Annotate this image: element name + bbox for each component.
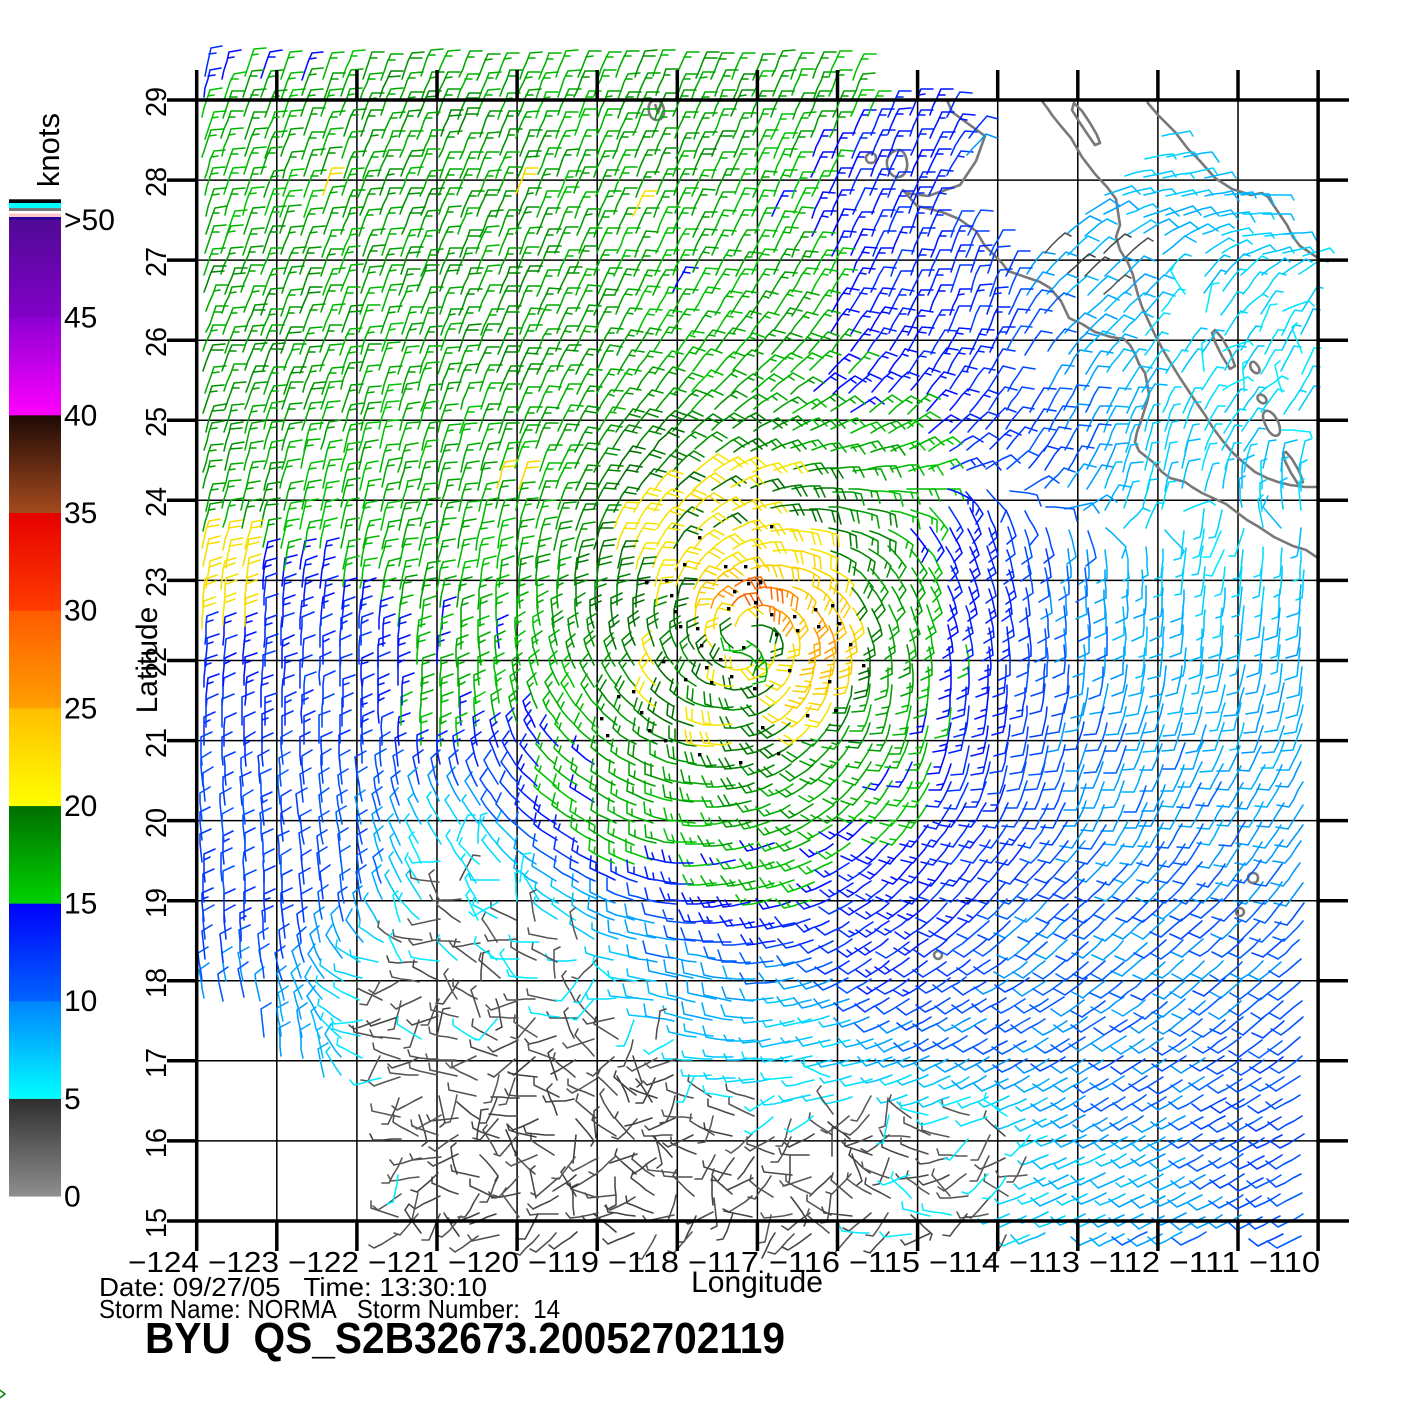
svg-text:Latitude: Latitude xyxy=(131,607,164,714)
svg-text:Storm Name: NORMA Storm Numb: Storm Name: NORMA Storm Number: 14 xyxy=(99,1294,560,1324)
svg-text:−115: −115 xyxy=(849,1247,920,1279)
svg-text:22: 22 xyxy=(141,647,173,677)
svg-text:27: 27 xyxy=(141,247,173,277)
svg-text:28: 28 xyxy=(141,167,173,197)
svg-text:>50: >50 xyxy=(64,204,115,237)
svg-text:15: 15 xyxy=(64,888,97,921)
svg-text:−121: −121 xyxy=(368,1247,439,1279)
svg-text:15: 15 xyxy=(141,1208,173,1238)
svg-text:−119: −119 xyxy=(528,1247,599,1279)
svg-text:20: 20 xyxy=(64,790,97,823)
svg-text:knots: knots xyxy=(31,113,66,187)
svg-text:−117: −117 xyxy=(688,1247,759,1279)
svg-text:BYU QS_S2B32673.20052702119: BYU QS_S2B32673.20052702119 xyxy=(145,1314,785,1363)
svg-text:16: 16 xyxy=(141,1128,173,1158)
svg-text:−123: −123 xyxy=(208,1247,279,1279)
svg-text:17: 17 xyxy=(141,1048,173,1078)
svg-text:23: 23 xyxy=(141,567,173,597)
svg-text:−111: −111 xyxy=(1169,1247,1240,1279)
svg-text:40: 40 xyxy=(64,399,97,432)
svg-text:19: 19 xyxy=(141,888,173,918)
svg-text:−112: −112 xyxy=(1089,1247,1160,1279)
svg-text:−110: −110 xyxy=(1249,1247,1320,1279)
svg-text:45: 45 xyxy=(64,302,97,335)
svg-text:5: 5 xyxy=(64,1083,81,1116)
svg-text:25: 25 xyxy=(141,407,173,437)
svg-text:−124: −124 xyxy=(128,1247,199,1279)
svg-text:Date: 09/27/05 Time: 13:30:1: Date: 09/27/05 Time: 13:30:10 xyxy=(99,1272,487,1302)
svg-text:30: 30 xyxy=(64,595,97,628)
svg-text:20: 20 xyxy=(141,808,173,838)
svg-text:10: 10 xyxy=(64,985,97,1018)
svg-text:24: 24 xyxy=(141,487,173,517)
svg-text:35: 35 xyxy=(64,497,97,530)
svg-text:−113: −113 xyxy=(1009,1247,1080,1279)
svg-text:18: 18 xyxy=(141,968,173,998)
svg-text:25: 25 xyxy=(64,692,97,725)
svg-text:26: 26 xyxy=(141,327,173,357)
svg-text:−116: −116 xyxy=(769,1247,840,1279)
svg-text:−114: −114 xyxy=(929,1247,1000,1279)
svg-text:29: 29 xyxy=(141,87,173,117)
svg-text:−122: −122 xyxy=(288,1247,359,1279)
svg-text:−118: −118 xyxy=(608,1247,679,1279)
svg-text:Longitude: Longitude xyxy=(691,1266,823,1299)
svg-text:21: 21 xyxy=(141,728,173,758)
svg-text:0: 0 xyxy=(64,1181,81,1214)
svg-text:−120: −120 xyxy=(448,1247,519,1279)
